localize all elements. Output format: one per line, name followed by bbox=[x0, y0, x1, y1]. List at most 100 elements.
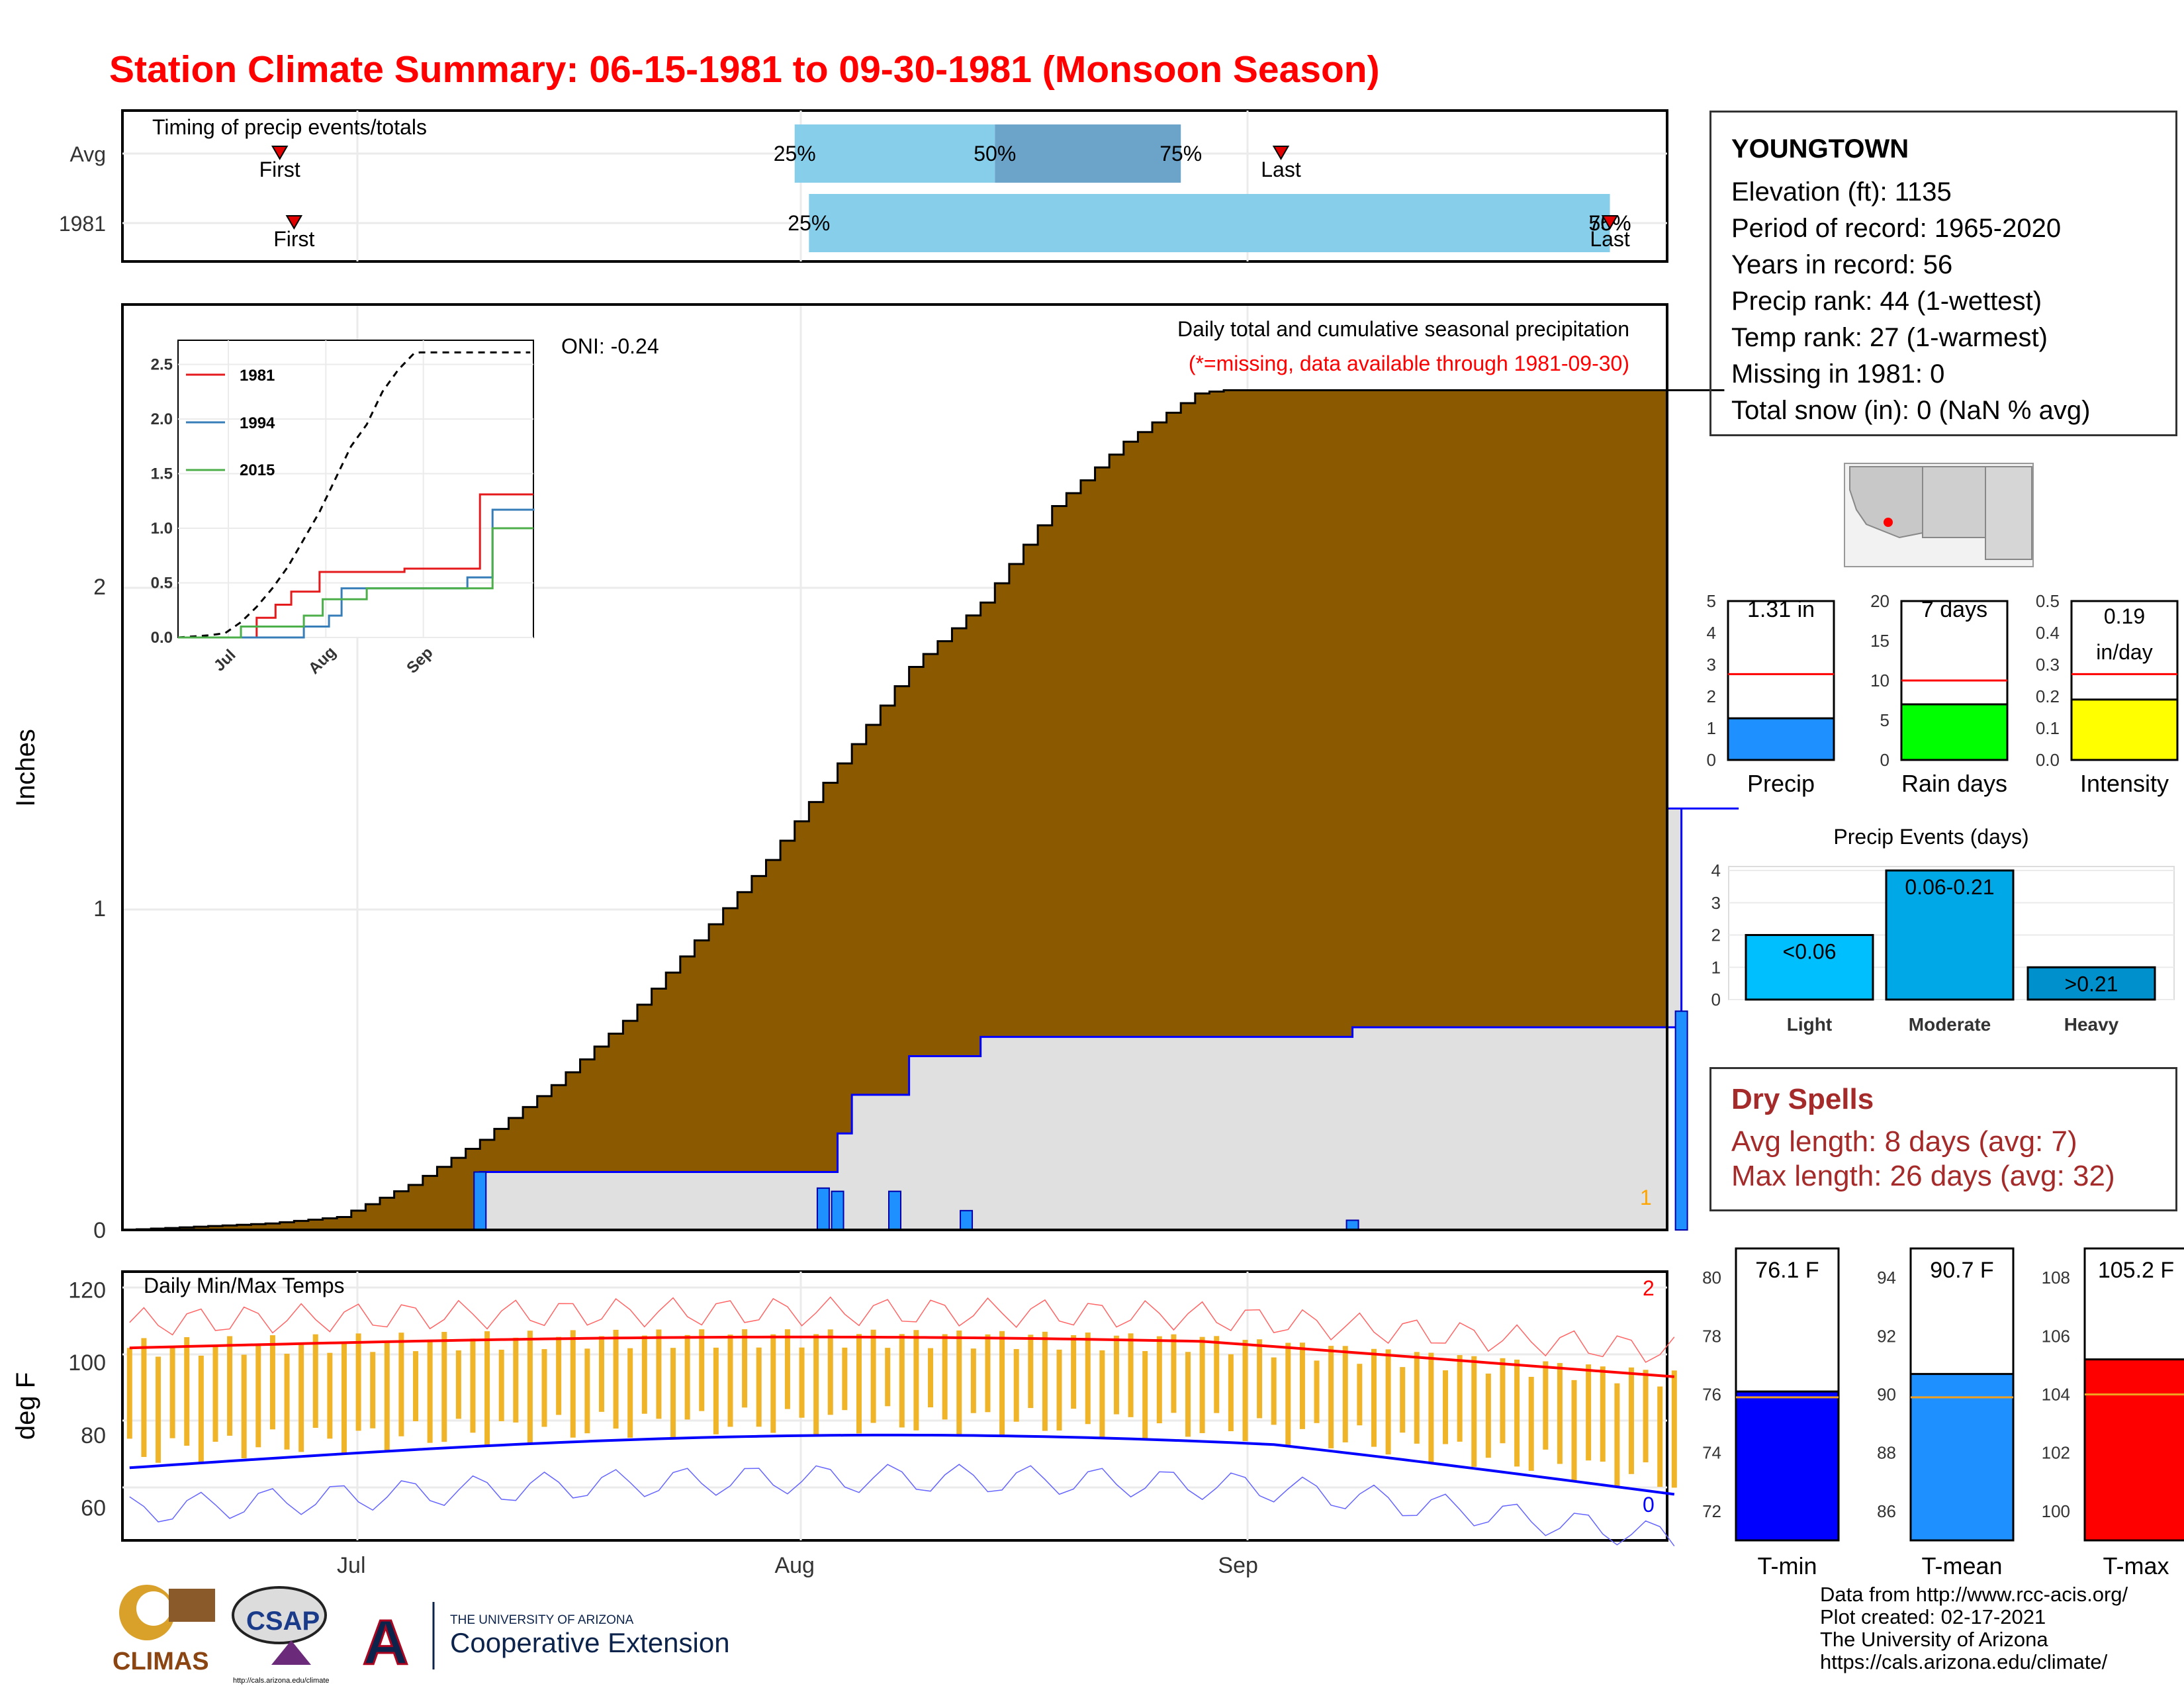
daily-temp-bar bbox=[842, 1347, 848, 1411]
daily-temp-bar bbox=[141, 1338, 147, 1457]
daily-temp-bar bbox=[1271, 1357, 1277, 1425]
timing-title: Timing of precip events/totals bbox=[152, 115, 427, 139]
summary-value: in/day bbox=[2096, 640, 2152, 664]
daily-precip-bar bbox=[1345, 1219, 1359, 1231]
daily-temp-bar bbox=[942, 1334, 948, 1420]
temp-y-tick: 100 bbox=[68, 1350, 106, 1376]
daily-temp-bar bbox=[355, 1333, 361, 1431]
daily-temp-bar bbox=[1128, 1333, 1134, 1417]
daily-temp-bar bbox=[212, 1345, 218, 1442]
events-category: Light bbox=[1787, 1014, 1832, 1035]
temp-panel bbox=[121, 1270, 1668, 1542]
summary-bar bbox=[1900, 703, 2009, 761]
daily-temp-bar bbox=[1257, 1339, 1263, 1419]
university-logo: A THE UNIVERSITY OF ARIZONA Cooperative … bbox=[362, 1602, 730, 1679]
temp-y-tick: 60 bbox=[81, 1496, 106, 1521]
daily-temp-bar bbox=[956, 1330, 962, 1435]
daily-temp-bar bbox=[584, 1348, 590, 1434]
daily-temp-bar bbox=[885, 1348, 891, 1407]
events-tick: 2 bbox=[1711, 925, 1721, 945]
timing-layer: 25%50%75%FirstLastAvg25%50%75%FirstLast1… bbox=[59, 124, 1631, 252]
daily-temp-bar bbox=[556, 1336, 562, 1415]
daily-temp-bar bbox=[899, 1334, 905, 1428]
tempbar-bar bbox=[1735, 1390, 1840, 1542]
daily-temp-bar bbox=[913, 1330, 919, 1430]
credit-line: The University of Arizona bbox=[1820, 1628, 2048, 1651]
daily-temp-bar bbox=[742, 1329, 748, 1408]
inset-y-tick: 2.0 bbox=[151, 410, 173, 428]
station-missing: Missing in 1981: 0 bbox=[1731, 359, 1945, 389]
first-label: First bbox=[273, 227, 314, 251]
timing-box bbox=[809, 194, 1610, 252]
daily-temp-bar bbox=[1628, 1367, 1634, 1474]
daily-temp-bar bbox=[570, 1330, 576, 1438]
avg-max-line bbox=[129, 1335, 1674, 1378]
daily-temp-bar bbox=[1457, 1355, 1463, 1442]
daily-temp-bar bbox=[370, 1352, 376, 1429]
precip-y-tick: 0 bbox=[93, 1218, 106, 1243]
daily-temp-bar bbox=[870, 1329, 876, 1423]
event-marker-icon bbox=[1601, 215, 1619, 230]
daily-temp-bar bbox=[756, 1347, 762, 1427]
daily-temp-bar bbox=[156, 1356, 161, 1463]
tempbar-label: T-mean bbox=[1921, 1552, 2002, 1579]
inset-y-tick: 0.5 bbox=[151, 575, 173, 592]
precip-y-tick: 1 bbox=[93, 896, 106, 921]
summary-value: 0.19 bbox=[2104, 604, 2145, 628]
tempbar-tick: 106 bbox=[2042, 1326, 2070, 1346]
first-label: First bbox=[259, 158, 300, 181]
station-years: Years in record: 56 bbox=[1731, 250, 1953, 279]
station-elevation: Elevation (ft): 1135 bbox=[1731, 177, 1952, 207]
inset-series-1981 bbox=[178, 493, 533, 639]
daily-temp-bar bbox=[1328, 1346, 1334, 1448]
daily-temp-bar bbox=[1528, 1376, 1534, 1471]
precip-panel-title: Daily total and cumulative seasonal prec… bbox=[1177, 317, 1629, 341]
oni-label: ONI: -0.24 bbox=[561, 334, 659, 358]
station-info-box: YOUNGTOWN Elevation (ft): 1135 Period of… bbox=[1709, 111, 2177, 436]
station-temp-rank: Temp rank: 27 (1-warmest) bbox=[1731, 323, 2048, 352]
daily-temp-bar bbox=[1500, 1358, 1506, 1444]
daily-temp-bar bbox=[1342, 1346, 1348, 1442]
daily-temp-bar bbox=[1314, 1360, 1320, 1423]
daily-temp-bar bbox=[227, 1336, 233, 1436]
tempbar-tick: 94 bbox=[1877, 1268, 1896, 1288]
tempbar-bar bbox=[1909, 1373, 2015, 1542]
summary-tick: 0.5 bbox=[2036, 591, 2060, 611]
dry-spells-title: Dry Spells bbox=[1731, 1083, 1874, 1115]
daily-temp-bar bbox=[1299, 1342, 1305, 1429]
pct-label: 25% bbox=[774, 142, 816, 165]
daily-temp-bar bbox=[1228, 1354, 1234, 1432]
tempbar-value: 105.2 F bbox=[2098, 1258, 2174, 1283]
daily-temp-bar bbox=[985, 1334, 991, 1413]
credit-line: Plot created: 02-17-2021 bbox=[1820, 1605, 2046, 1628]
daily-temp-bar bbox=[284, 1354, 290, 1450]
events-bar-label: 0.06-0.21 bbox=[1905, 875, 1994, 899]
daily-temp-bar bbox=[484, 1331, 490, 1445]
daily-temp-bar bbox=[1214, 1336, 1220, 1413]
pct-label: 25% bbox=[788, 211, 830, 235]
tempbar-tick: 92 bbox=[1877, 1326, 1896, 1346]
dry-spells-max: Max length: 26 days (avg: 32) bbox=[1731, 1160, 2115, 1192]
record-max-line bbox=[129, 1296, 1675, 1363]
event-marker-icon bbox=[271, 146, 289, 160]
daily-temp-bar bbox=[269, 1335, 275, 1430]
events-bar bbox=[1745, 934, 1874, 1001]
temp-panel-title: Daily Min/Max Temps bbox=[144, 1274, 344, 1297]
daily-temp-bar bbox=[856, 1334, 862, 1434]
cumulative-1981-line bbox=[122, 807, 1739, 1231]
inset-legend-1981: 1981 bbox=[240, 367, 275, 385]
tempbar-tick: 108 bbox=[2042, 1268, 2070, 1288]
daily-temp-bar bbox=[1071, 1335, 1077, 1409]
daily-temp-bar bbox=[613, 1329, 619, 1429]
daily-temp-bar bbox=[598, 1336, 604, 1412]
events-category: Moderate bbox=[1909, 1014, 1991, 1035]
daily-temp-bar bbox=[1586, 1364, 1592, 1461]
precip-layer: 0 1 2 bbox=[93, 303, 1739, 1243]
daily-temp-bar bbox=[1156, 1336, 1162, 1424]
daily-temp-bar bbox=[713, 1347, 719, 1434]
daily-temp-bar bbox=[727, 1335, 733, 1427]
daily-temp-bar bbox=[498, 1349, 504, 1421]
record-min-line bbox=[129, 1464, 1675, 1547]
summary-tick: 5 bbox=[1880, 710, 1889, 730]
timing-box-q25-q50 bbox=[794, 124, 995, 183]
